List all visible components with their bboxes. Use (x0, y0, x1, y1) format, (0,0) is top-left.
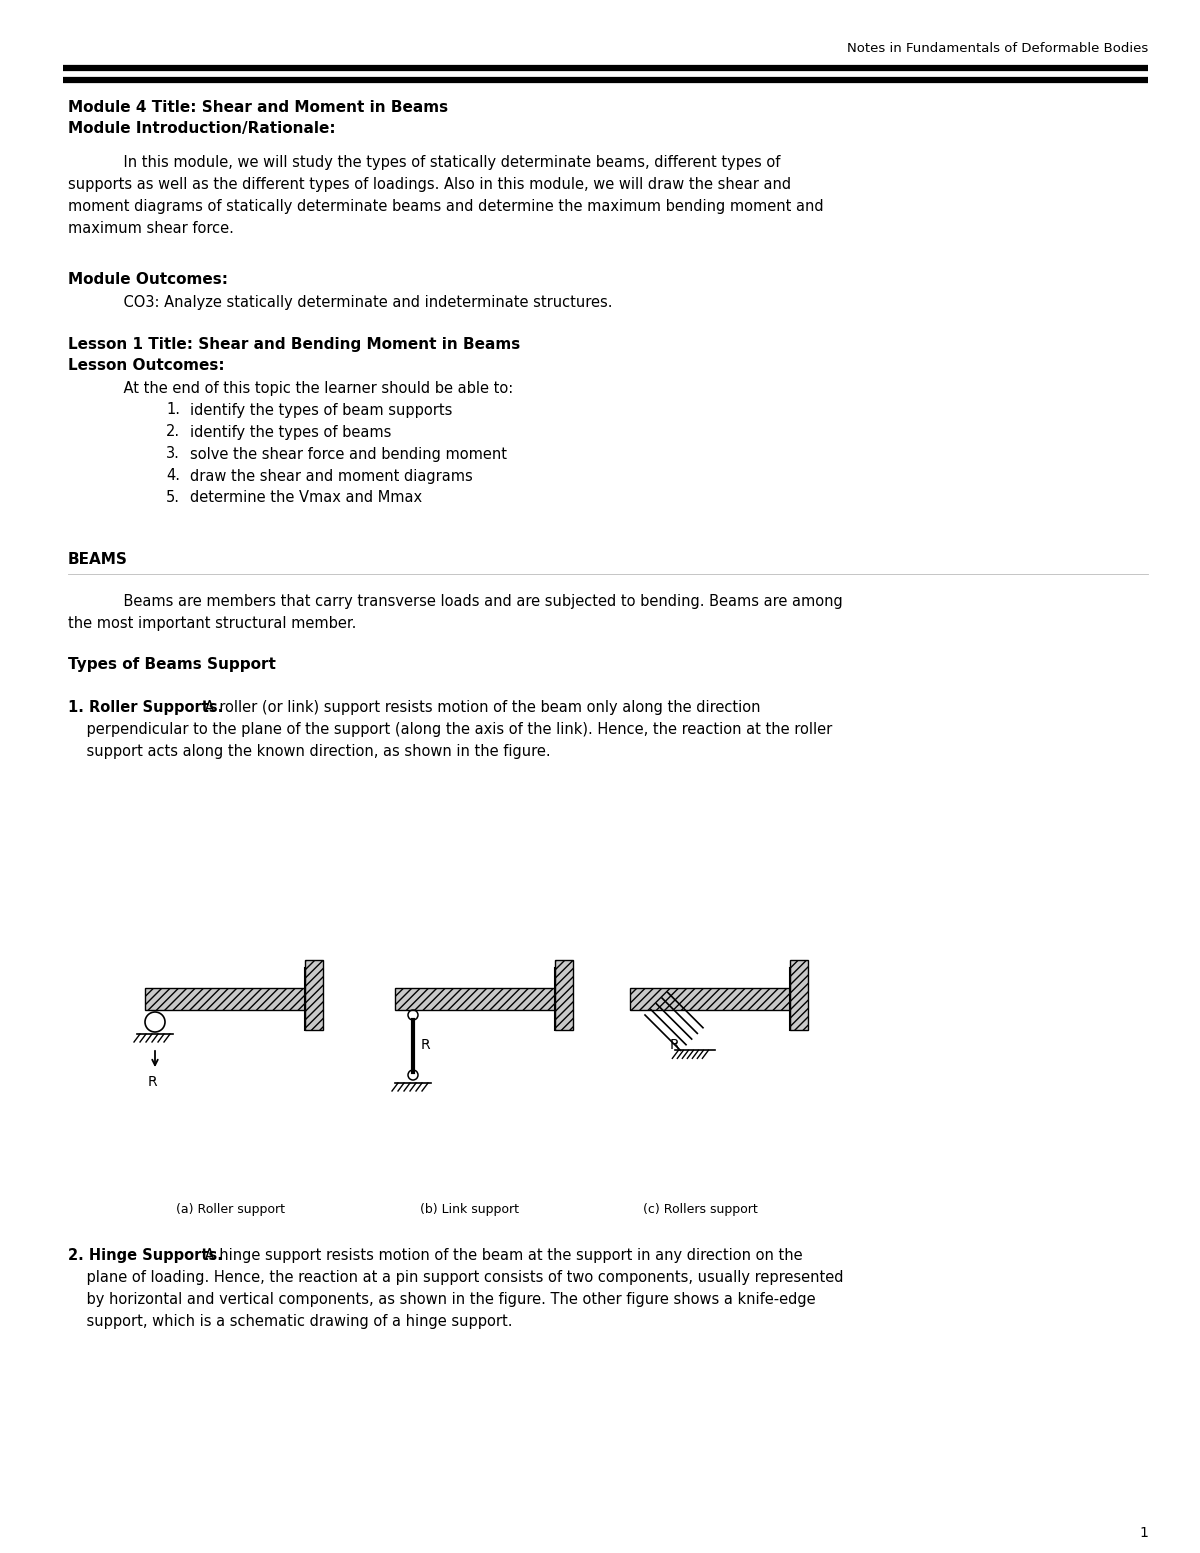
Text: A roller (or link) support resists motion of the beam only along the direction: A roller (or link) support resists motio… (200, 700, 761, 714)
Bar (305, 960, 323, 1030)
Text: R: R (421, 1037, 431, 1051)
Text: Lesson Outcomes:: Lesson Outcomes: (68, 359, 224, 374)
Text: R: R (670, 1037, 679, 1051)
Text: Notes in Fundamentals of Deformable Bodies: Notes in Fundamentals of Deformable Bodi… (847, 42, 1148, 54)
Text: CO3: Analyze statically determinate and indeterminate structures.: CO3: Analyze statically determinate and … (68, 295, 612, 309)
Text: moment diagrams of statically determinate beams and determine the maximum bendin: moment diagrams of statically determinat… (68, 199, 823, 214)
Bar (395, 988, 554, 1009)
Text: support, which is a schematic drawing of a hinge support.: support, which is a schematic drawing of… (68, 1314, 512, 1329)
Text: (c) Rollers support: (c) Rollers support (643, 1204, 757, 1216)
Text: determine the Vmax and Mmax: determine the Vmax and Mmax (190, 491, 422, 505)
Text: solve the shear force and bending moment: solve the shear force and bending moment (190, 447, 508, 461)
Text: 1: 1 (1139, 1527, 1148, 1541)
Text: At the end of this topic the learner should be able to:: At the end of this topic the learner sho… (68, 380, 514, 396)
Bar (554, 960, 574, 1030)
Text: draw the shear and moment diagrams: draw the shear and moment diagrams (190, 469, 473, 483)
Text: Module Outcomes:: Module Outcomes: (68, 272, 228, 287)
Text: (a) Roller support: (a) Roller support (175, 1204, 284, 1216)
Bar (145, 988, 305, 1009)
Text: 2. Hinge Supports.: 2. Hinge Supports. (68, 1249, 223, 1263)
Text: R: R (148, 1075, 157, 1089)
Text: (b) Link support: (b) Link support (420, 1204, 520, 1216)
Text: 5.: 5. (166, 491, 180, 505)
Text: maximum shear force.: maximum shear force. (68, 221, 234, 236)
Text: In this module, we will study the types of statically determinate beams, differe: In this module, we will study the types … (68, 155, 780, 169)
Text: identify the types of beams: identify the types of beams (190, 424, 391, 439)
Text: the most important structural member.: the most important structural member. (68, 617, 356, 631)
Text: plane of loading. Hence, the reaction at a pin support consists of two component: plane of loading. Hence, the reaction at… (68, 1270, 844, 1284)
Text: Module Introduction/Rationale:: Module Introduction/Rationale: (68, 121, 336, 135)
Bar (790, 960, 808, 1030)
Text: Module 4 Title: Shear and Moment in Beams: Module 4 Title: Shear and Moment in Beam… (68, 101, 448, 115)
Text: identify the types of beam supports: identify the types of beam supports (190, 402, 452, 418)
Text: Types of Beams Support: Types of Beams Support (68, 657, 276, 672)
Text: 2.: 2. (166, 424, 180, 439)
Text: by horizontal and vertical components, as shown in the figure. The other figure : by horizontal and vertical components, a… (68, 1292, 816, 1308)
Text: 3.: 3. (166, 447, 180, 461)
Text: perpendicular to the plane of the support (along the axis of the link). Hence, t: perpendicular to the plane of the suppor… (68, 722, 833, 738)
Bar (630, 988, 790, 1009)
Text: support acts along the known direction, as shown in the figure.: support acts along the known direction, … (68, 744, 551, 759)
Text: BEAMS: BEAMS (68, 553, 128, 567)
Text: 1.: 1. (166, 402, 180, 418)
Text: 1. Roller Supports.: 1. Roller Supports. (68, 700, 223, 714)
Text: 4.: 4. (166, 469, 180, 483)
Text: Beams are members that carry transverse loads and are subjected to bending. Beam: Beams are members that carry transverse … (68, 593, 842, 609)
Text: A hinge support resists motion of the beam at the support in any direction on th: A hinge support resists motion of the be… (200, 1249, 803, 1263)
Text: supports as well as the different types of loadings. Also in this module, we wil: supports as well as the different types … (68, 177, 791, 193)
Text: Lesson 1 Title: Shear and Bending Moment in Beams: Lesson 1 Title: Shear and Bending Moment… (68, 337, 521, 351)
